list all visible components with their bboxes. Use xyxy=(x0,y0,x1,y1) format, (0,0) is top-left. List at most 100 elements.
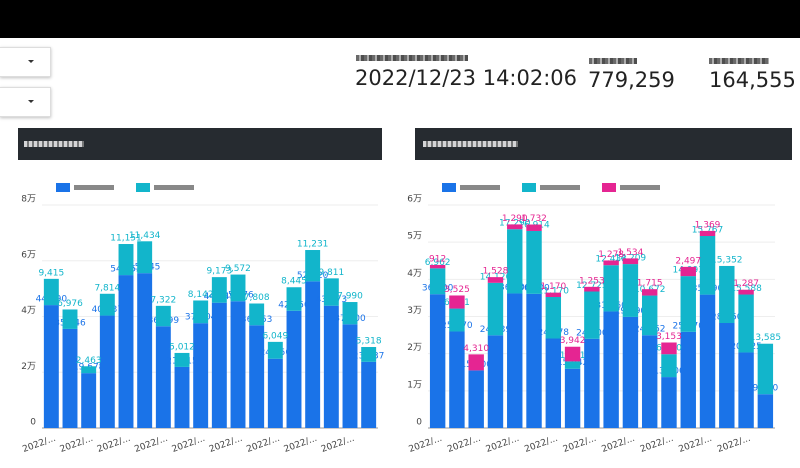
x-tick-label: 2022/... xyxy=(21,434,57,455)
bar-segment xyxy=(43,305,59,428)
data-label: 7,808 xyxy=(244,293,270,303)
bar-segment xyxy=(699,230,716,237)
data-label: 11,231 xyxy=(297,240,329,250)
data-label: 2,463 xyxy=(76,356,102,366)
bar-segment xyxy=(429,264,446,269)
kpi-value: 779,259 xyxy=(588,68,675,92)
label-redacted xyxy=(589,58,637,64)
x-tick-label: 2022/... xyxy=(523,434,559,455)
bar-segment xyxy=(661,377,677,428)
bar-segment xyxy=(487,335,504,428)
bar-segment xyxy=(361,361,377,428)
data-label: 7,322 xyxy=(150,295,176,305)
bar-segment xyxy=(211,277,227,303)
bar-segment xyxy=(118,244,134,276)
bar-segment xyxy=(155,305,171,327)
bar-segment xyxy=(641,335,658,428)
bar-segment xyxy=(584,291,600,339)
bar-segment xyxy=(267,341,283,359)
legend-label-redacted xyxy=(460,185,500,190)
data-label: 1,732 xyxy=(521,214,547,224)
bar-segment xyxy=(680,276,696,332)
data-label: 1,253 xyxy=(579,276,605,286)
bar-segment xyxy=(738,294,754,353)
data-label: 5,012 xyxy=(169,342,195,352)
y-tick-label: 1万 xyxy=(407,380,422,390)
data-label: 12,438 xyxy=(595,255,627,265)
bar-segment xyxy=(507,224,523,230)
bar-segment xyxy=(603,260,619,266)
x-tick-label: 2022/... xyxy=(59,434,95,455)
data-label: 11,151 xyxy=(110,234,142,244)
data-label: 1,287 xyxy=(733,279,759,289)
bar-segment xyxy=(342,324,358,428)
bar-segment xyxy=(43,278,59,306)
label-redacted xyxy=(356,55,468,61)
bar-segment xyxy=(449,308,465,332)
x-tick-label: 2022/... xyxy=(208,434,244,455)
data-label: 17,290 xyxy=(499,219,531,229)
title-redacted xyxy=(24,141,84,147)
y-tick-label: 6万 xyxy=(21,250,36,260)
legend-swatch xyxy=(602,183,616,192)
x-tick-label: 2022/... xyxy=(96,434,132,455)
bar-segment xyxy=(468,370,484,428)
data-label: 2,497 xyxy=(675,256,701,266)
x-tick-label: 2022/... xyxy=(716,434,752,455)
bar-segment xyxy=(738,352,754,428)
y-tick-label: 0 xyxy=(30,418,36,428)
legend-swatch xyxy=(442,183,456,192)
data-label: 11,170 xyxy=(538,286,570,296)
x-tick-label: 2022/... xyxy=(485,434,521,455)
x-tick-label: 2022/... xyxy=(562,434,598,455)
bar-segment xyxy=(429,294,446,428)
data-label: 3,525 xyxy=(444,285,470,295)
data-label: 3,942 xyxy=(560,336,586,346)
dropdown[interactable] xyxy=(0,47,51,77)
bar-segment xyxy=(487,282,504,336)
bar-segment xyxy=(641,289,658,296)
bar-segment xyxy=(99,315,115,428)
data-label: 3,153 xyxy=(656,332,682,342)
bar-segment xyxy=(719,265,735,324)
legend-label-redacted xyxy=(154,185,194,190)
bar-segment xyxy=(342,302,358,325)
bar-segment xyxy=(641,295,658,336)
y-tick-label: 5万 xyxy=(407,232,422,242)
bar-segment xyxy=(155,326,171,428)
data-label: 912 xyxy=(429,254,446,264)
panel-header xyxy=(18,128,382,160)
bar-segment xyxy=(564,346,581,362)
bar-segment xyxy=(699,236,716,295)
y-tick-label: 8万 xyxy=(21,195,36,205)
dropdown[interactable] xyxy=(0,87,51,117)
data-label: 6,049 xyxy=(262,331,288,341)
label-redacted xyxy=(709,58,769,64)
data-label: 4,310 xyxy=(463,344,489,354)
bar-segment xyxy=(429,268,446,295)
bar-segment xyxy=(680,266,696,277)
y-tick-label: 6万 xyxy=(407,195,422,205)
bar-segment xyxy=(81,373,97,428)
bar-segment xyxy=(468,354,484,371)
legend-swatch xyxy=(56,183,70,192)
bar-segment xyxy=(699,294,716,428)
bar-segment xyxy=(719,323,735,428)
data-label: 1,715 xyxy=(637,279,663,289)
x-tick-label: 2022/... xyxy=(639,434,675,455)
legend-label-redacted xyxy=(540,185,580,190)
bar-segment xyxy=(286,310,302,428)
bar-segment xyxy=(305,281,321,428)
bar-segment xyxy=(564,361,581,369)
data-label: 6,976 xyxy=(57,299,83,309)
bar-segment xyxy=(193,300,209,324)
bar-segment xyxy=(603,311,619,428)
y-tick-label: 4万 xyxy=(407,269,422,279)
bar-segment xyxy=(81,366,97,374)
data-label: 1,528 xyxy=(483,267,509,277)
data-label: 9,173 xyxy=(206,267,232,277)
x-tick-label: 2022/... xyxy=(133,434,169,455)
x-tick-label: 2022/... xyxy=(320,434,356,455)
y-tick-label: 3万 xyxy=(407,306,422,316)
